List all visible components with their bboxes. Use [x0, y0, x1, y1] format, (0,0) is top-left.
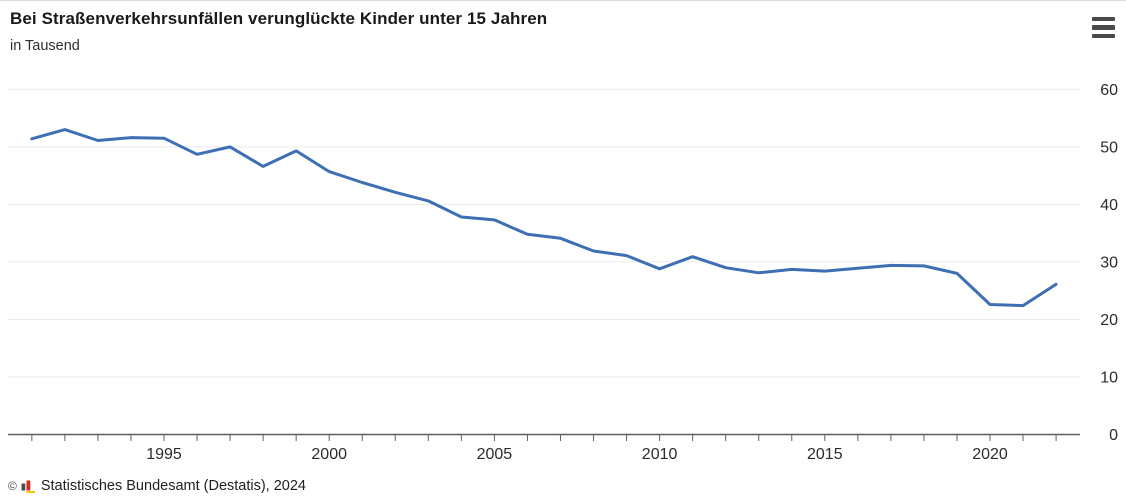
menu-button[interactable] [1092, 17, 1115, 38]
footer: © Statistisches Bundesamt (Destatis), 20… [8, 478, 306, 494]
data-line [30, 128, 1058, 308]
x-tick-label: 2005 [477, 446, 513, 463]
y-tick-label: 0 [1109, 427, 1118, 444]
y-tick-label: 30 [1100, 254, 1118, 271]
x-tick-label: 2015 [807, 446, 843, 463]
x-tick-label: 2000 [311, 446, 347, 463]
y-tick-label: 60 [1100, 82, 1118, 99]
footer-source-text: Statistisches Bundesamt (Destatis), 2024 [40, 478, 306, 494]
y-tick-label: 20 [1100, 312, 1118, 329]
y-tick-label: 40 [1100, 197, 1118, 214]
line-chart: 1995 2000 2005 2010 2015 2020 0 10 20 30 40 50 60 [8, 82, 1118, 463]
y-tick-label: 50 [1100, 139, 1118, 156]
chart-subtitle: in Tausend [10, 38, 80, 54]
copyright-symbol: © [8, 479, 17, 493]
hamburger-menu-icon [1092, 33, 1115, 38]
x-tick-label: 2020 [972, 446, 1008, 463]
destatis-logo-icon [21, 480, 35, 493]
chart-title: Bei Straßenverkehrsunfällen verunglückte… [10, 9, 548, 28]
hamburger-menu-icon [1092, 17, 1115, 22]
hamburger-menu-icon [1092, 25, 1115, 30]
x-tick-label: 2010 [642, 446, 678, 463]
chart-header: Bei Straßenverkehrsunfällen verunglückte… [10, 9, 547, 54]
y-tick-label: 10 [1100, 369, 1118, 386]
x-tick-label: 1995 [146, 446, 182, 463]
